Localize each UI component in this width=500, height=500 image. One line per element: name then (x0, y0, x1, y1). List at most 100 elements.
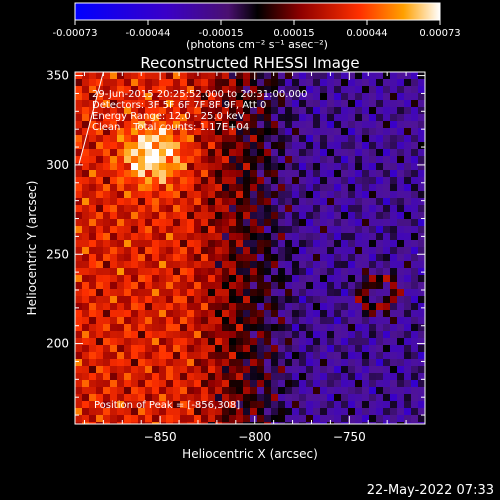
heatmap-cell (334, 261, 341, 268)
heatmap-cell (376, 184, 383, 191)
heatmap-cell (124, 254, 131, 261)
heatmap-cell (82, 268, 89, 275)
heatmap-cell (236, 240, 243, 247)
heatmap-cell (187, 261, 194, 268)
heatmap-cell (201, 303, 208, 310)
y-tick-label: 200 (46, 337, 69, 351)
heatmap-cell (159, 408, 166, 415)
heatmap-cell (82, 100, 89, 107)
heatmap-cell (285, 114, 292, 121)
heatmap-cell (222, 233, 229, 240)
heatmap-cell (124, 191, 131, 198)
heatmap-cell (166, 303, 173, 310)
heatmap-cell (131, 191, 138, 198)
heatmap-cell (89, 163, 96, 170)
heatmap-cell (327, 324, 334, 331)
heatmap-cell (75, 296, 82, 303)
heatmap-cell (180, 289, 187, 296)
heatmap-cell (117, 282, 124, 289)
heatmap-cell (355, 289, 362, 296)
heatmap-cell (117, 79, 124, 86)
heatmap-cell (201, 338, 208, 345)
heatmap-cell (222, 100, 229, 107)
heatmap-cell (208, 219, 215, 226)
heatmap-cell (187, 86, 194, 93)
heatmap-cell (369, 219, 376, 226)
heatmap-cell (159, 163, 166, 170)
heatmap-cell (250, 310, 257, 317)
heatmap-cell (229, 79, 236, 86)
heatmap-cell (152, 275, 159, 282)
heatmap-cell (404, 366, 411, 373)
heatmap-cell (208, 128, 215, 135)
heatmap-cell (404, 317, 411, 324)
heatmap-cell (376, 135, 383, 142)
heatmap-cell (327, 317, 334, 324)
heatmap-cell (320, 247, 327, 254)
heatmap-cell (110, 317, 117, 324)
heatmap-cell (180, 219, 187, 226)
heatmap-cell (187, 268, 194, 275)
heatmap-cell (292, 212, 299, 219)
heatmap-cell (82, 401, 89, 408)
heatmap-cell (180, 352, 187, 359)
heatmap-cell (103, 387, 110, 394)
heatmap-cell (145, 121, 152, 128)
heatmap-cell (103, 156, 110, 163)
heatmap-cell (243, 303, 250, 310)
heatmap-cell (390, 107, 397, 114)
heatmap-cell (89, 268, 96, 275)
heatmap-cell (173, 422, 180, 424)
heatmap-cell (117, 352, 124, 359)
heatmap-cell (341, 394, 348, 401)
heatmap-cell (215, 93, 222, 100)
heatmap-cell (292, 233, 299, 240)
heatmap-cell (341, 114, 348, 121)
heatmap-cell (306, 275, 313, 282)
heatmap-cell (145, 247, 152, 254)
heatmap-cell (334, 205, 341, 212)
heatmap-cell (306, 121, 313, 128)
heatmap-cell (243, 135, 250, 142)
heatmap-cell (145, 331, 152, 338)
heatmap-cell (201, 226, 208, 233)
heatmap-cell (229, 275, 236, 282)
heatmap-cell (404, 219, 411, 226)
heatmap-cell (285, 275, 292, 282)
heatmap-cell (334, 415, 341, 422)
heatmap-cell (103, 275, 110, 282)
heatmap-cell (89, 366, 96, 373)
heatmap-cell (110, 86, 117, 93)
heatmap-cell (397, 387, 404, 394)
heatmap-cell (271, 114, 278, 121)
heatmap-cell (75, 289, 82, 296)
heatmap-cell (376, 401, 383, 408)
heatmap-cell (117, 401, 124, 408)
heatmap-cell (250, 331, 257, 338)
heatmap-cell (411, 177, 418, 184)
heatmap-cell (131, 198, 138, 205)
heatmap-cell (138, 324, 145, 331)
heatmap-cell (187, 254, 194, 261)
heatmap-cell (278, 373, 285, 380)
heatmap-cell (180, 93, 187, 100)
heatmap-cell (257, 100, 264, 107)
heatmap-cell (257, 401, 264, 408)
heatmap-cell (152, 205, 159, 212)
heatmap-cell (159, 261, 166, 268)
heatmap-cell (89, 177, 96, 184)
heatmap-cell (201, 415, 208, 422)
heatmap-cell (264, 149, 271, 156)
heatmap-cell (376, 366, 383, 373)
heatmap-cell (334, 247, 341, 254)
heatmap-cell (390, 240, 397, 247)
heatmap-cell (404, 289, 411, 296)
heatmap-cell (418, 422, 425, 424)
heatmap-cell (327, 226, 334, 233)
heatmap-cell (96, 317, 103, 324)
heatmap-cell (348, 240, 355, 247)
heatmap-cell (131, 72, 138, 79)
heatmap-cell (362, 345, 369, 352)
heatmap-cell (152, 310, 159, 317)
heatmap-cell (96, 247, 103, 254)
